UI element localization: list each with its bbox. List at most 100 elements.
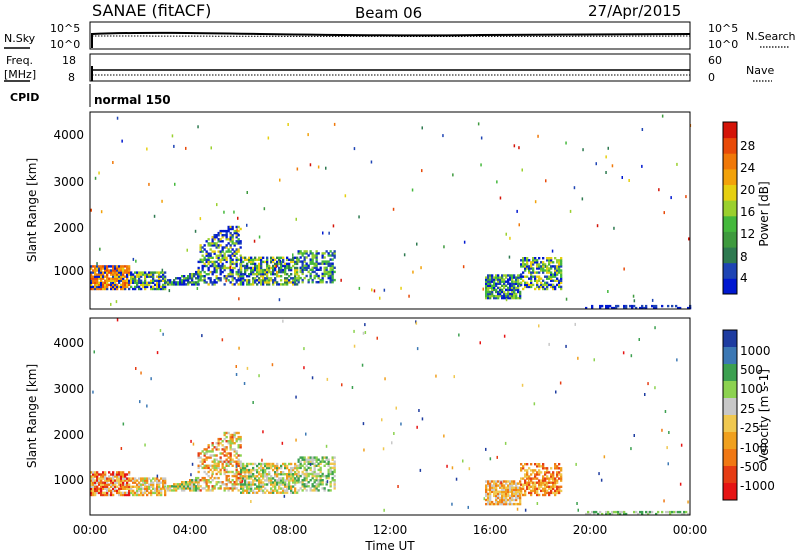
velocity-echo-cell [98,490,100,492]
power-echo-cell [524,259,526,261]
power-echo-cell [106,267,108,269]
velocity-echo-cell [179,483,181,485]
velocity-echo-cell [112,494,114,496]
power-echo-cell [332,254,334,256]
velocity-echo-cell [314,479,316,481]
power-echo-cell [371,161,373,164]
velocity-echo-cell [272,363,274,366]
power-echo-cell [552,250,554,253]
power-echo-cell [550,259,552,261]
velocity-echo-cell [304,483,306,485]
power-echo-cell [276,281,278,283]
power-echo-cell [242,277,244,279]
power-echo-cell [280,269,282,271]
power-echo-cell [248,261,250,263]
power-echo-cell [191,277,193,279]
power-echo-cell [312,263,314,265]
velocity-echo-cell [216,477,218,479]
velocity-echo-cell [552,473,554,475]
power-echo-cell [122,271,124,273]
velocity-echo-cell [248,463,250,465]
power-echo-cell [517,287,519,289]
power-echo-cell [112,284,114,286]
power-echo-cell [230,266,232,269]
power-echo-cell [220,230,222,232]
power-echo-cell [599,305,601,307]
velocity-echo-cell [191,487,193,489]
velocity-echo-cell [332,463,334,465]
velocity-echo-cell [108,494,110,496]
velocity-echo-cell [665,511,667,513]
power-echo-cell [100,267,102,269]
power-echo-cell [212,271,214,273]
velocity-echo-cell [232,465,234,467]
velocity-echo-cell [258,471,260,473]
velocity-echo-cell [216,454,218,456]
power-echo-cell [240,228,242,230]
velocity-echo-cell [276,490,278,492]
power-echo-cell [120,276,122,278]
power-echo-cell [292,281,294,283]
power-echo-cell [254,269,256,271]
power-echo-cell [224,230,226,232]
power-echo-cell [96,267,98,269]
power-echo-cell [505,281,507,283]
velocity-echo-cell [238,436,240,438]
power-echo-cell [497,291,499,293]
power-echo-cell [493,283,495,285]
velocity-echo-cell [302,489,304,491]
velocity-echo-cell [352,386,354,389]
power-echo-cell [526,257,528,259]
power-echo-cell [222,271,224,273]
power-echo-cell [118,271,120,273]
velocity-echo-cell [314,485,316,487]
velocity-echo-cell [108,471,110,473]
velocity-echo-cell [216,481,218,483]
power-cbar-tick-24: 24 [740,161,755,175]
velocity-echo-cell [546,475,548,477]
velocity-echo-cell [314,459,316,461]
power-echo-cell [238,273,240,275]
velocity-echo-cell [234,432,236,434]
power-echo-cell [526,284,528,286]
power-echo-cell [284,277,286,279]
velocity-echo-cell [112,490,114,492]
power-echo-cell [218,265,220,267]
velocity-echo-cell [226,469,228,471]
velocity-echo-cell [554,465,556,467]
velocity-echo-cell [226,452,228,454]
noise-right-tick-top: 10^5 [708,22,738,35]
velocity-echo-cell [587,511,589,513]
power-echo-cell [288,275,290,277]
velocity-echo-cell [270,475,272,477]
power-echo-cell [126,267,128,269]
power-echo-cell [100,276,102,278]
power-colorbar-swatch [723,122,737,138]
power-echo-cell [252,259,254,261]
power-echo-cell [524,276,526,278]
velocity-echo-cell [489,482,491,484]
power-echo-cell [262,257,264,259]
velocity-echo-cell [536,482,538,484]
power-echo-cell [304,256,306,258]
power-echo-cell [544,284,546,286]
velocity-echo-cell [258,467,260,469]
velocity-echo-cell [130,477,132,479]
power-echo-cell [242,273,244,275]
velocity-echo-cell [505,501,507,503]
velocity-echo-cell [631,354,633,357]
velocity-echo-cell [244,481,246,483]
velocity-echo-cell [538,482,540,484]
power-echo-cell [110,288,112,290]
power-echo-cell [250,273,252,275]
velocity-echo-cell [526,473,528,475]
power-echo-cell [517,291,519,293]
power-echo-cell [96,288,98,290]
power-echo-cell [306,256,308,258]
velocity-echo-cell [158,490,160,492]
velocity-echo-cell [96,486,98,488]
velocity-echo-cell [121,447,123,450]
power-echo-cell [204,271,206,273]
velocity-echo-cell [528,486,530,488]
power-echo-cell [552,273,554,275]
